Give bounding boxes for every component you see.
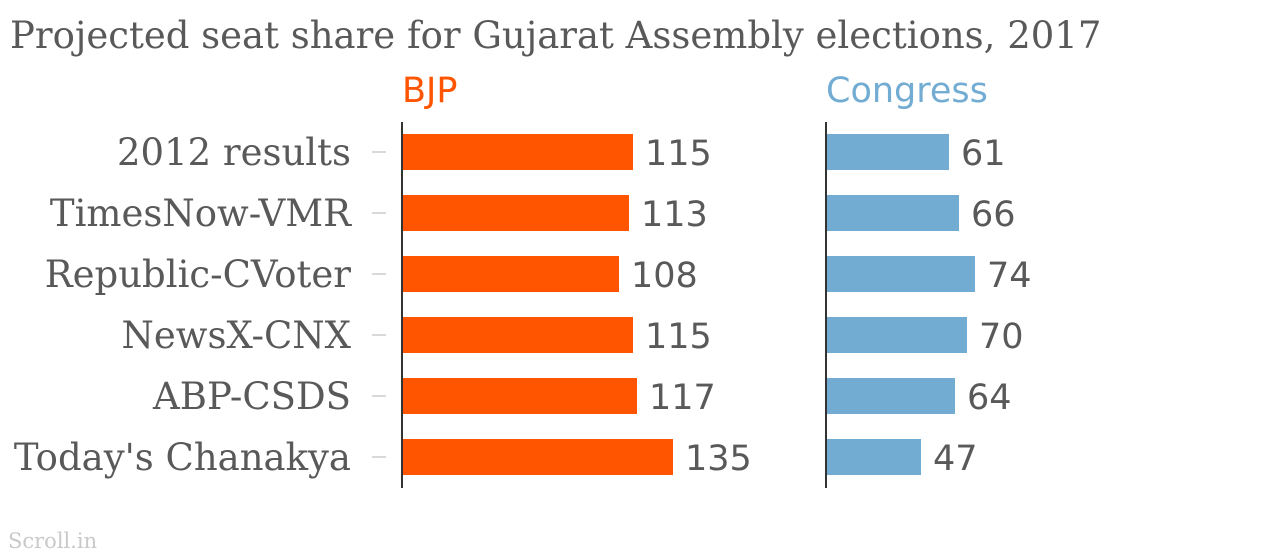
bar xyxy=(403,378,637,414)
data-label: 64 xyxy=(967,378,1012,418)
bar xyxy=(827,439,921,475)
series-panel: BJP 115 113 108 115 117 135 xyxy=(401,71,752,488)
category-label: Republic-CVoter xyxy=(45,253,352,296)
chart-title: Projected seat share for Gujarat Assembl… xyxy=(10,14,1101,57)
data-label: 115 xyxy=(645,134,712,174)
bar xyxy=(403,134,633,170)
category-label: TimesNow-VMR xyxy=(50,192,352,235)
data-label: 47 xyxy=(933,439,978,479)
data-label: 61 xyxy=(961,134,1006,174)
bar xyxy=(827,195,959,231)
category-label: ABP-CSDS xyxy=(152,375,351,418)
category-label: NewsX-CNX xyxy=(122,314,352,357)
category-label: 2012 results xyxy=(117,131,351,174)
bar xyxy=(403,439,673,475)
series-header: BJP xyxy=(402,71,457,111)
bar xyxy=(403,317,633,353)
category-labels: 2012 results TimesNow-VMR Republic-CVoter N… xyxy=(14,131,386,479)
data-label: 135 xyxy=(685,439,752,479)
data-label: 74 xyxy=(987,256,1032,296)
bar xyxy=(403,256,619,292)
series-panel: Congress 61 66 74 70 64 47 xyxy=(825,71,1032,488)
bar xyxy=(827,134,949,170)
data-label: 108 xyxy=(631,256,698,296)
bar xyxy=(827,256,975,292)
series-header: Congress xyxy=(826,71,988,111)
data-label: 115 xyxy=(645,317,712,357)
bar xyxy=(403,195,629,231)
bar xyxy=(827,378,955,414)
data-label: 113 xyxy=(641,195,708,235)
data-label: 66 xyxy=(971,195,1016,235)
credit-text: Scroll.in xyxy=(8,529,97,553)
series-panels: BJP 115 113 108 115 117 135 Congress 61 66 74 70 64 4… xyxy=(401,71,1032,488)
data-label: 70 xyxy=(979,317,1024,357)
bar xyxy=(827,317,967,353)
category-label: Today's Chanakya xyxy=(14,436,351,479)
data-label: 117 xyxy=(649,378,716,418)
